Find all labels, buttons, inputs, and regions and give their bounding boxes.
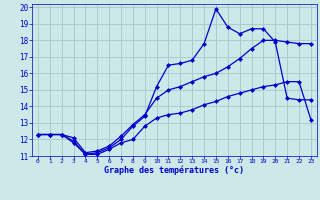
X-axis label: Graphe des températures (°c): Graphe des températures (°c) <box>104 166 244 175</box>
